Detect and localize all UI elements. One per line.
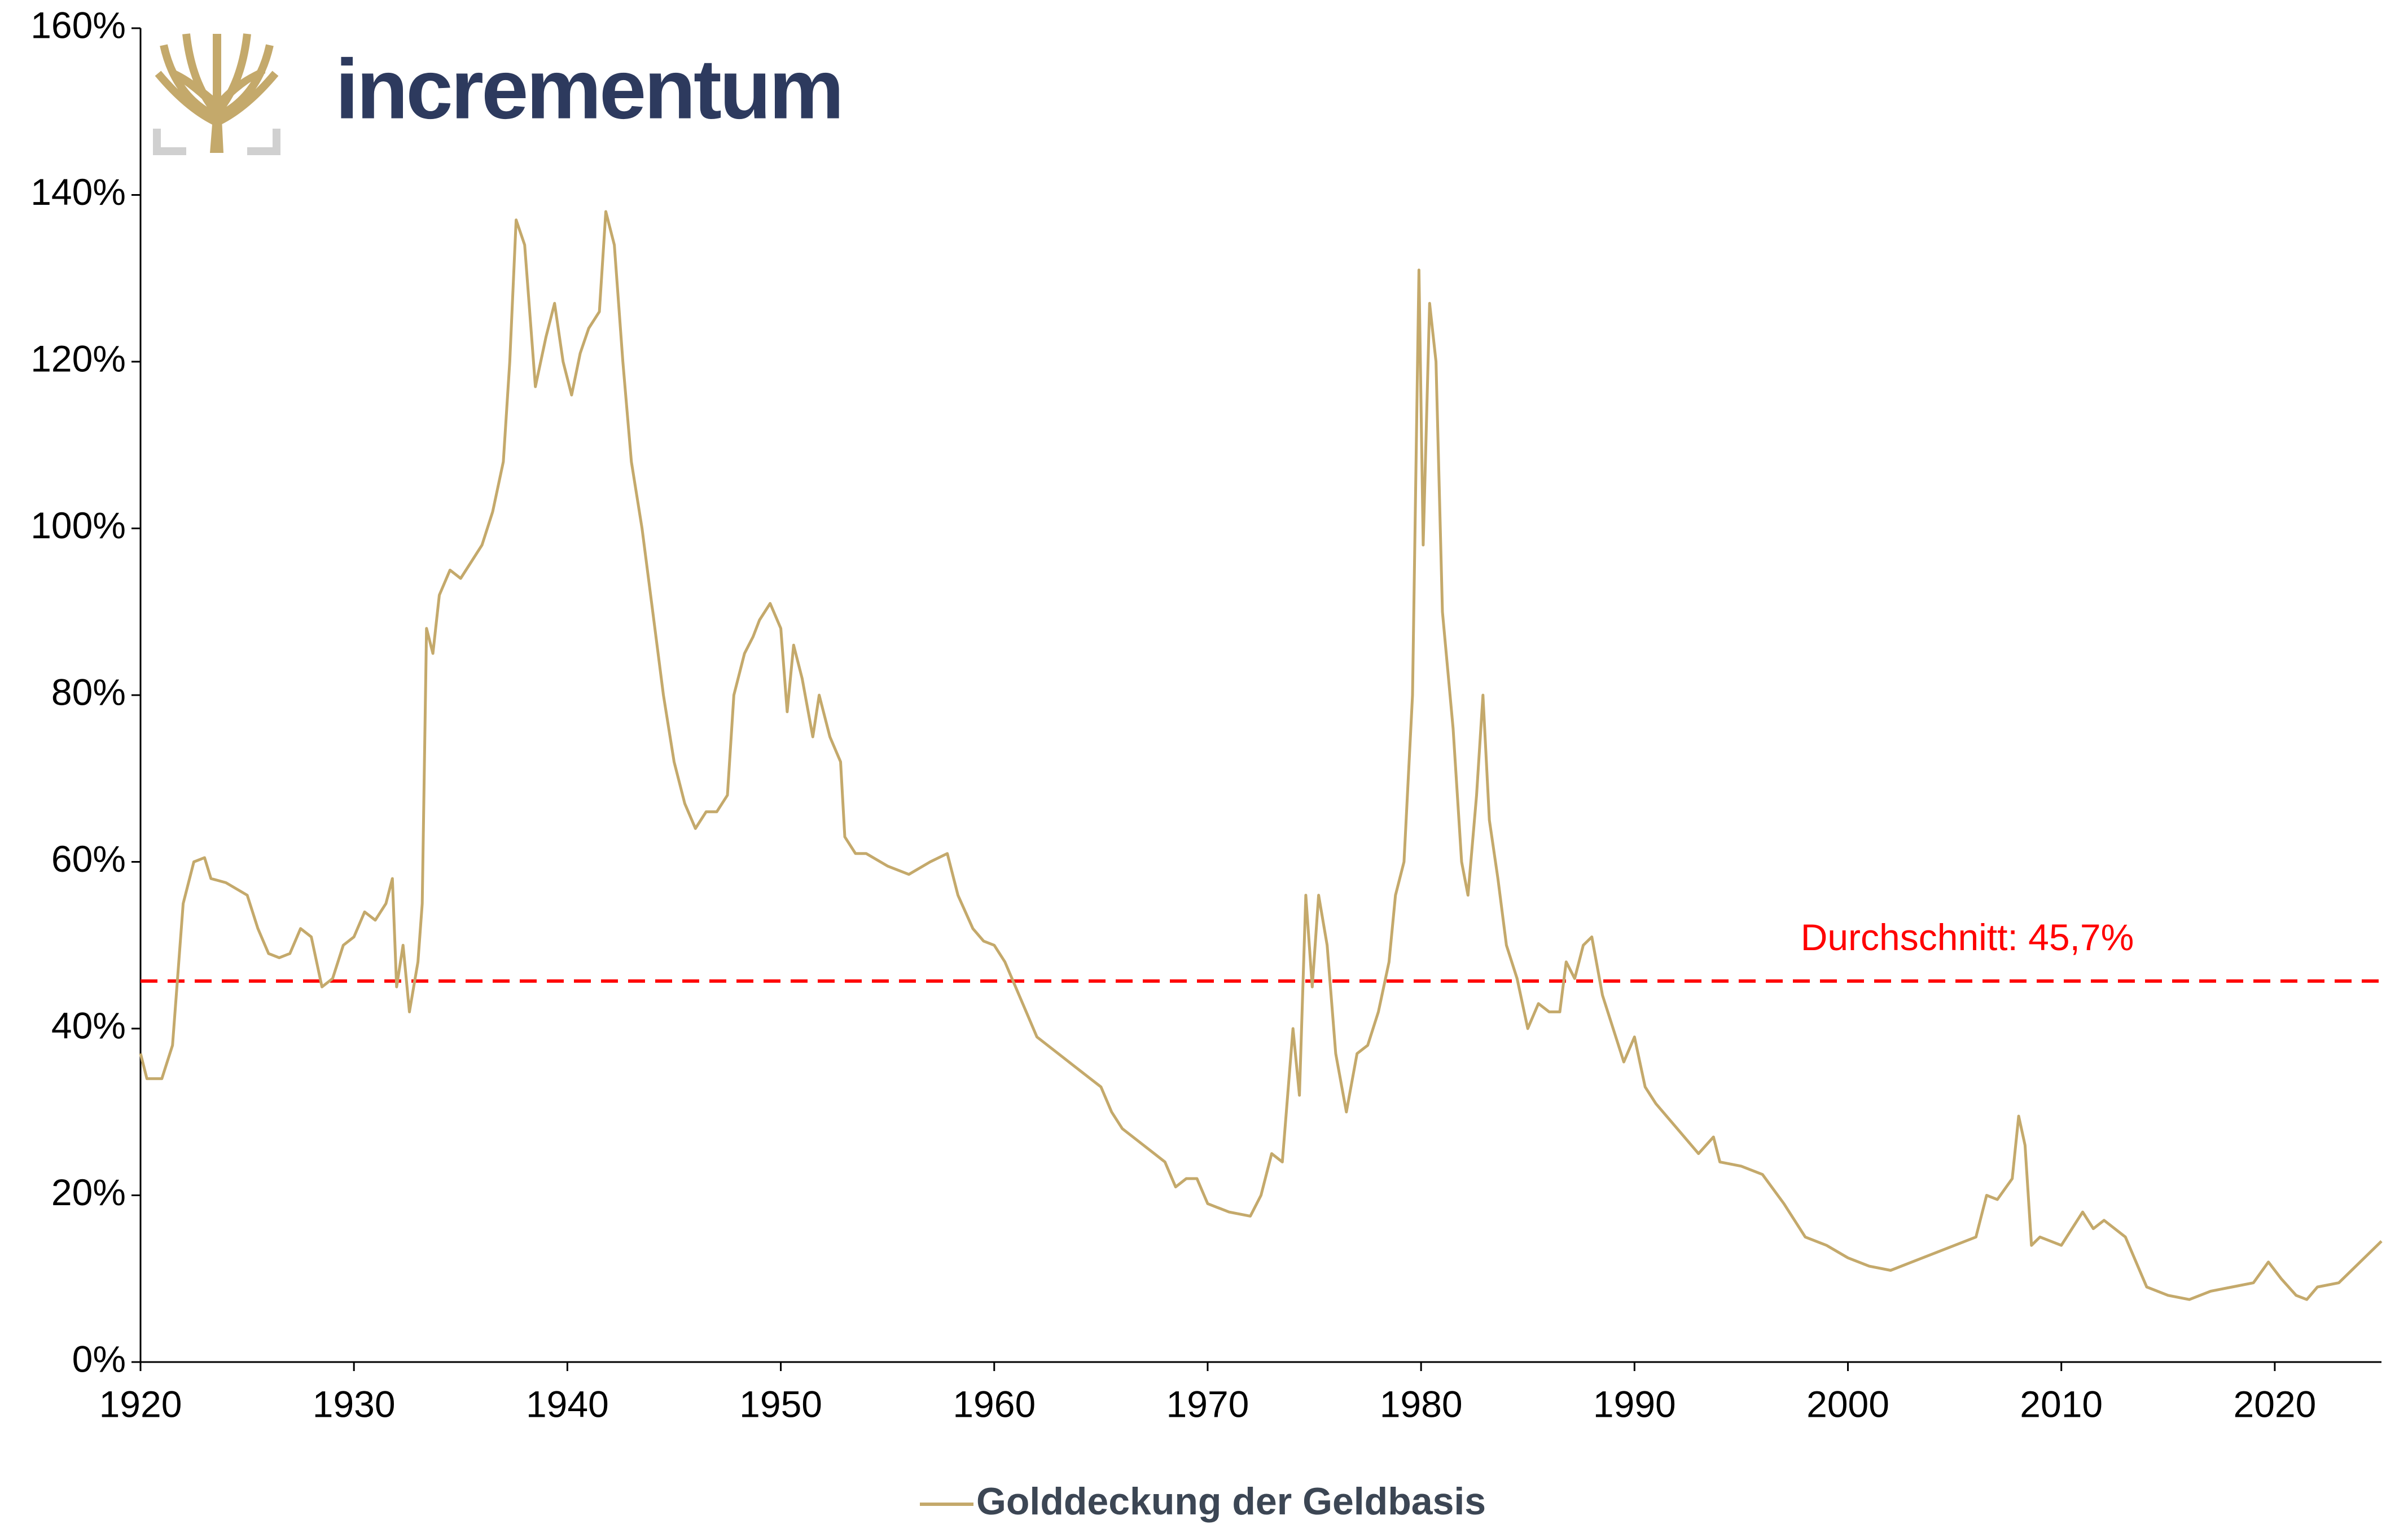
x-tick-label: 2000 (1806, 1383, 1889, 1425)
legend-label: Golddeckung der Geldbasis (976, 1480, 1486, 1523)
x-tick-label: 1990 (1593, 1383, 1676, 1425)
y-tick-label: 100% (30, 504, 126, 546)
logo-text: incrementum (335, 42, 842, 137)
y-tick-label: 0% (72, 1338, 126, 1380)
logo-icon (153, 33, 280, 155)
y-tick-label: 80% (51, 671, 126, 713)
y-tick-label: 60% (51, 838, 126, 880)
average-label: Durchschnitt: 45,7% (1801, 916, 2134, 958)
x-tick-label: 1950 (739, 1383, 822, 1425)
y-tick-label: 20% (51, 1171, 126, 1213)
x-tick-label: 1980 (1380, 1383, 1463, 1425)
x-tick-label: 1920 (99, 1383, 182, 1425)
x-tick-label: 2020 (2233, 1383, 2316, 1425)
x-tick-label: 1960 (953, 1383, 1036, 1425)
x-tick-label: 1940 (526, 1383, 609, 1425)
y-tick-label: 160% (30, 4, 126, 46)
y-tick-label: 40% (51, 1004, 126, 1046)
x-tick-label: 1970 (1166, 1383, 1249, 1425)
x-tick-label: 1930 (313, 1383, 396, 1425)
x-tick-label: 2010 (2020, 1383, 2103, 1425)
y-tick-label: 120% (30, 337, 126, 379)
data-line (139, 210, 2383, 1301)
y-tick-label: 140% (30, 171, 126, 213)
